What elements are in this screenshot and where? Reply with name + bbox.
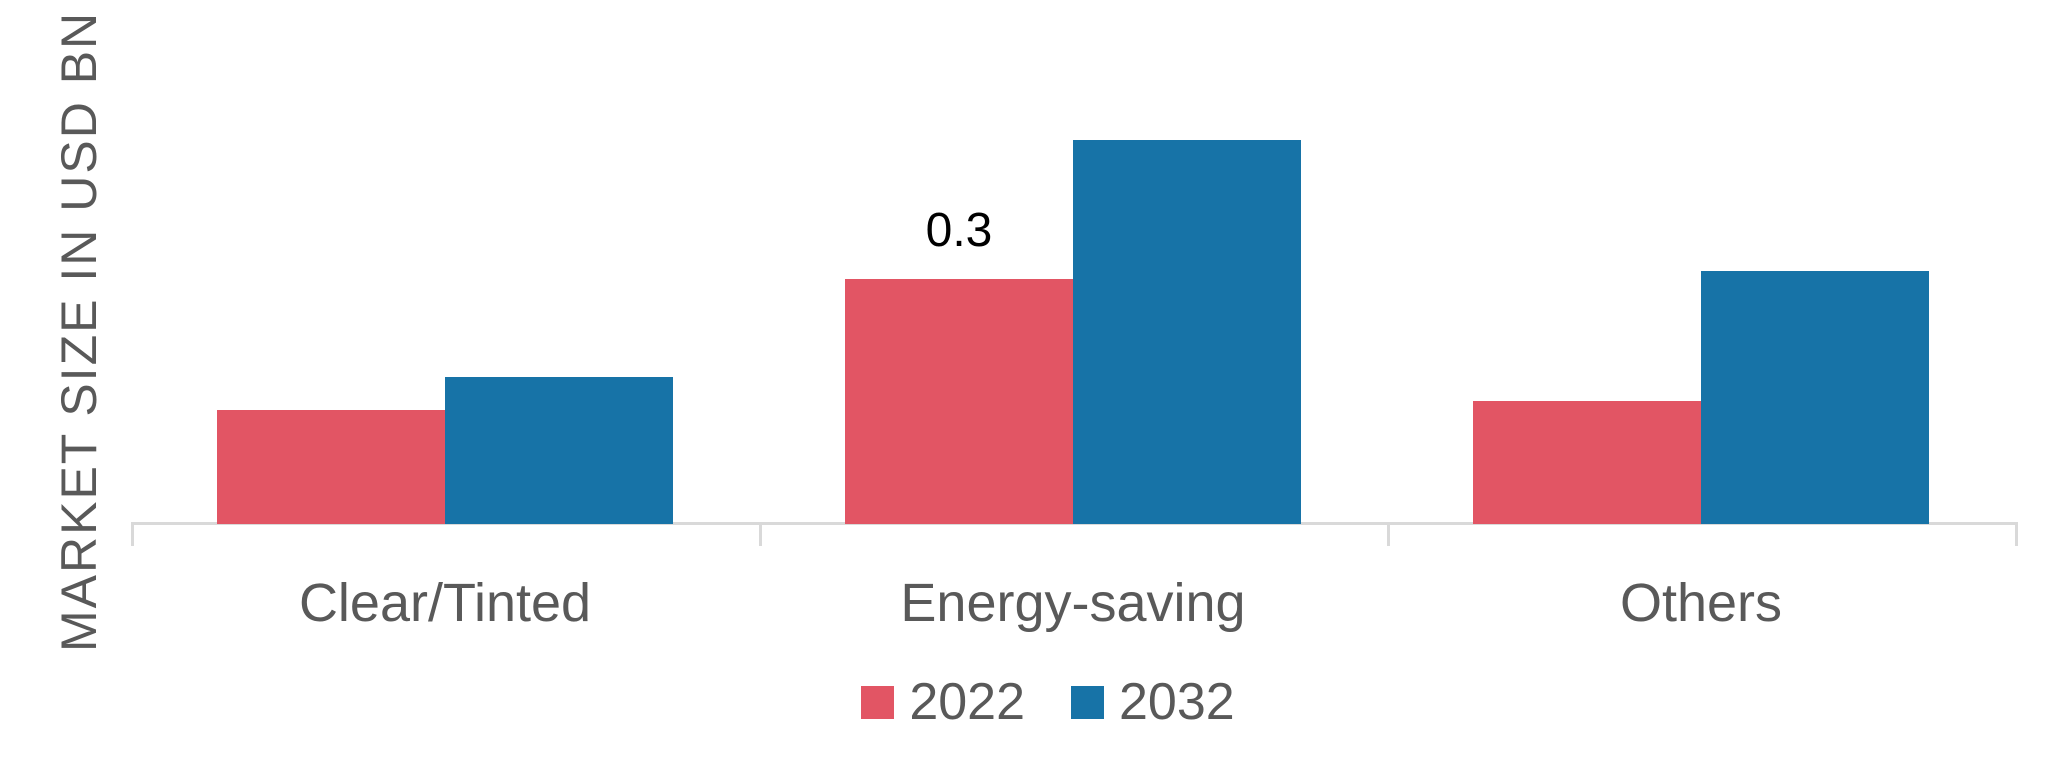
legend-item-2022: 2022 (861, 676, 1025, 728)
data-label: 0.3 (925, 204, 993, 257)
x-axis-tick (2015, 524, 2018, 546)
bar-2022-others (1473, 401, 1701, 524)
legend-swatch-2032 (1071, 685, 1104, 719)
category-label: Energy-saving (900, 573, 1246, 633)
y-axis-title: MARKET SIZE IN USD BN (51, 10, 107, 652)
legend-swatch-2022 (861, 685, 895, 719)
bar-2032-energy-saving (1073, 140, 1301, 524)
bar-2032-others (1701, 271, 1929, 524)
x-axis-tick (131, 524, 134, 546)
category-label: Clear/Tinted (298, 573, 592, 633)
x-axis-tick (759, 524, 762, 546)
x-axis-tick (1387, 524, 1390, 546)
bar-2022-energy-saving (845, 279, 1073, 524)
bar-2022-clear-tinted (217, 410, 445, 524)
category-label: Others (1619, 573, 1783, 633)
legend: 2022 2032 (0, 676, 2068, 728)
legend-label: 2022 (909, 673, 1025, 731)
legend-item-2032: 2032 (1071, 676, 1235, 728)
legend-label: 2032 (1119, 673, 1235, 731)
bar-2032-clear-tinted (445, 377, 673, 524)
